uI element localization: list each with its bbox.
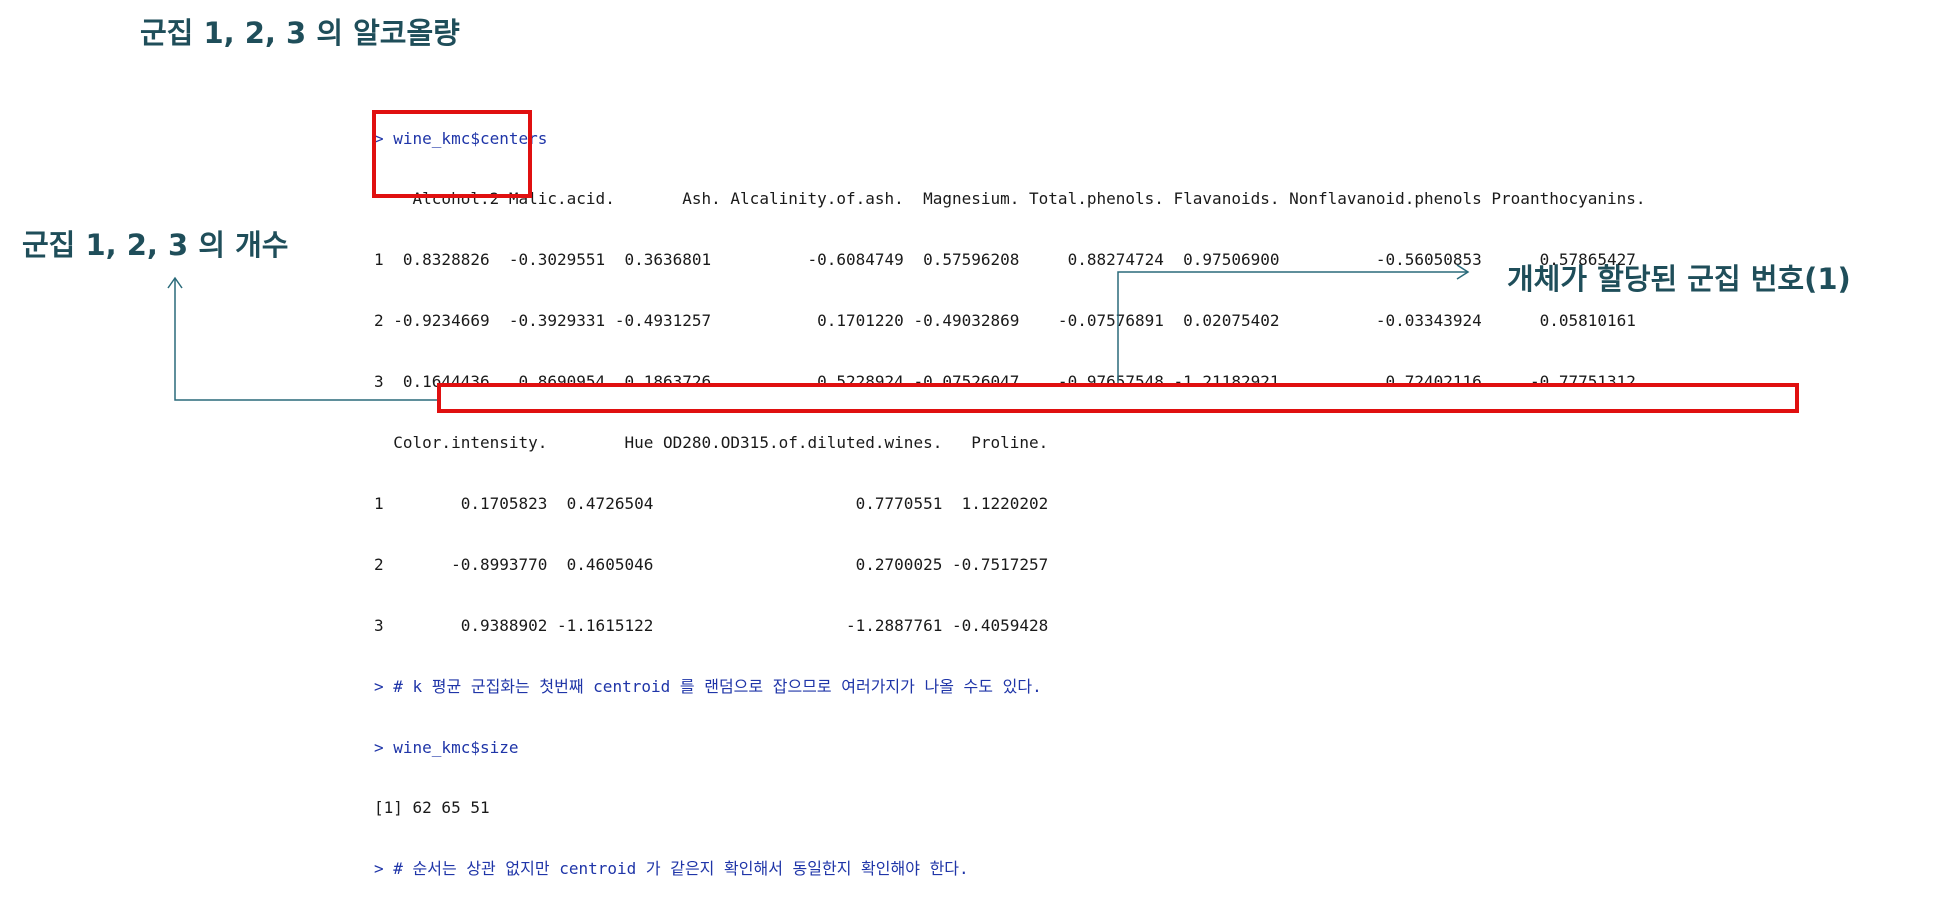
console-line: 2 -0.8993770 0.4605046 0.2700025 -0.7517… [374,554,1049,574]
console-line: Color.intensity. Hue OD280.OD315.of.dilu… [374,433,1049,453]
console-line: Alcohol.2 Malic.acid. Ash. Alcalinity.of… [374,189,1646,209]
console-line: > wine_kmc$centers [374,128,548,148]
console-line: 2 -0.9234669 -0.3929331 -0.4931257 0.170… [374,311,1636,331]
r-console-output: > wine_kmc$centers Alcohol.2 Malic.acid.… [374,88,1674,910]
console-line: 3 0.9388902 -1.1615122 -1.2887761 -0.405… [374,615,1049,635]
console-line: > # 순서는 상관 없지만 centroid 가 같은지 확인해서 동일한지 … [374,859,969,879]
console-line: 1 0.1705823 0.4726504 0.7770551 1.122020… [374,493,1049,513]
annotation-alcohol-title: 군집 1, 2, 3 의 알코올량 [140,16,460,50]
annotation-cluster-number: 개체가 할당된 군집 번호(1) [1507,262,1851,296]
alcohol-highlight-box [372,110,532,198]
console-line: > # k 평균 군집화는 첫번째 centroid 를 랜덤으로 잡으므로 여… [374,676,1042,696]
console-line: > wine_kmc$size [374,737,519,757]
count-arrow-head [167,276,183,289]
annotation-cluster-count: 군집 1, 2, 3 의 개수 [22,228,289,262]
console-line: [1] 62 65 51 [374,798,490,818]
cluster-highlight-box [437,383,1799,413]
console-line: 1 0.8328826 -0.3029551 0.3636801 -0.6084… [374,250,1636,270]
